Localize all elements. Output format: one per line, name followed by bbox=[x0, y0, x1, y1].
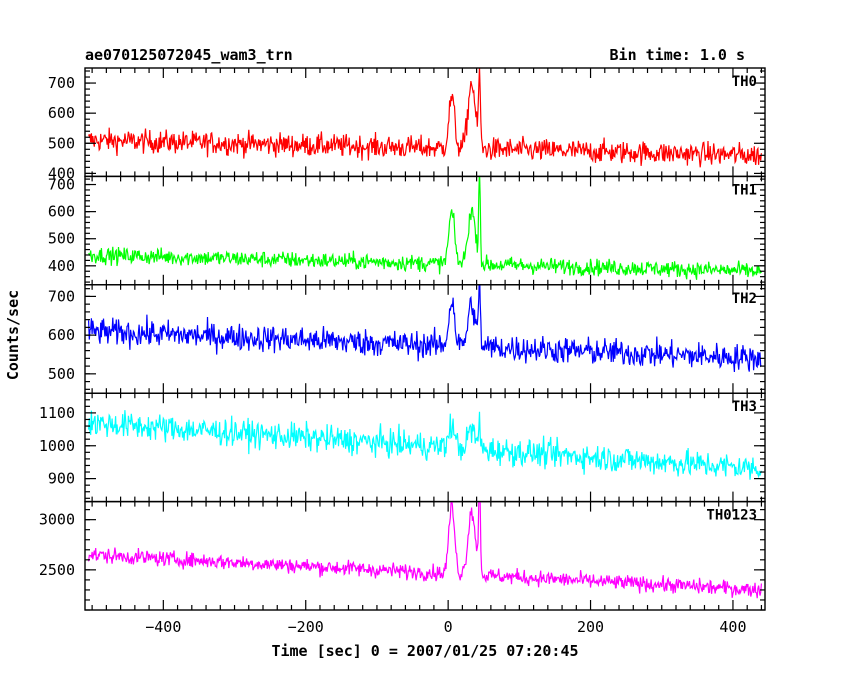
panel-label-th3: TH3 bbox=[732, 399, 757, 415]
y-tick-label-th3: 1100 bbox=[39, 404, 75, 422]
y-tick-label-th0: 400 bbox=[48, 164, 75, 182]
x-tick-label: 0 bbox=[444, 618, 453, 636]
x-axis-label: Time [sec] 0 = 2007/01/25 07:20:45 bbox=[271, 642, 578, 660]
series-line-th0 bbox=[88, 68, 762, 168]
y-tick-label-th2: 700 bbox=[48, 287, 75, 305]
y-tick-label-th0123: 2500 bbox=[39, 561, 75, 579]
x-tick-label: −200 bbox=[288, 618, 324, 636]
x-tick-label: 400 bbox=[719, 618, 746, 636]
series-line-th0123 bbox=[88, 501, 762, 599]
y-tick-label-th1: 700 bbox=[48, 176, 75, 194]
chart-title-right: Bin time: 1.0 s bbox=[610, 46, 745, 64]
y-tick-label-th0: 500 bbox=[48, 134, 75, 152]
y-tick-label-th0: 600 bbox=[48, 104, 75, 122]
y-tick-label-th3: 900 bbox=[48, 470, 75, 488]
y-tick-label-th2: 600 bbox=[48, 326, 75, 344]
panel-label-th0: TH0 bbox=[732, 74, 757, 90]
x-tick-label: −400 bbox=[145, 618, 181, 636]
series-line-th3 bbox=[88, 410, 762, 480]
y-tick-label-th0: 700 bbox=[48, 74, 75, 92]
chart-title-left: ae070125072045_wam3_trn bbox=[85, 46, 293, 64]
y-tick-label-th1: 600 bbox=[48, 203, 75, 221]
y-tick-label-th0123: 3000 bbox=[39, 511, 75, 529]
y-tick-label-th2: 500 bbox=[48, 365, 75, 383]
y-tick-label-th1: 400 bbox=[48, 257, 75, 275]
panel-label-th2: TH2 bbox=[732, 291, 757, 307]
panel-label-th0123: TH0123 bbox=[706, 508, 757, 524]
series-line-th1 bbox=[88, 176, 762, 280]
y-tick-label-th1: 500 bbox=[48, 230, 75, 248]
panel-frame-th0123 bbox=[84, 500, 766, 611]
x-tick-label: 200 bbox=[577, 618, 604, 636]
panel-label-th1: TH1 bbox=[732, 182, 757, 198]
series-line-th2 bbox=[88, 284, 762, 373]
panels-group: TH0 400 500 600 700 TH1 400 500 600 700 TH2 500 600 7… bbox=[39, 67, 766, 636]
y-tick-label-th3: 1000 bbox=[39, 437, 75, 455]
y-axis-label: Counts/sec bbox=[4, 290, 22, 380]
